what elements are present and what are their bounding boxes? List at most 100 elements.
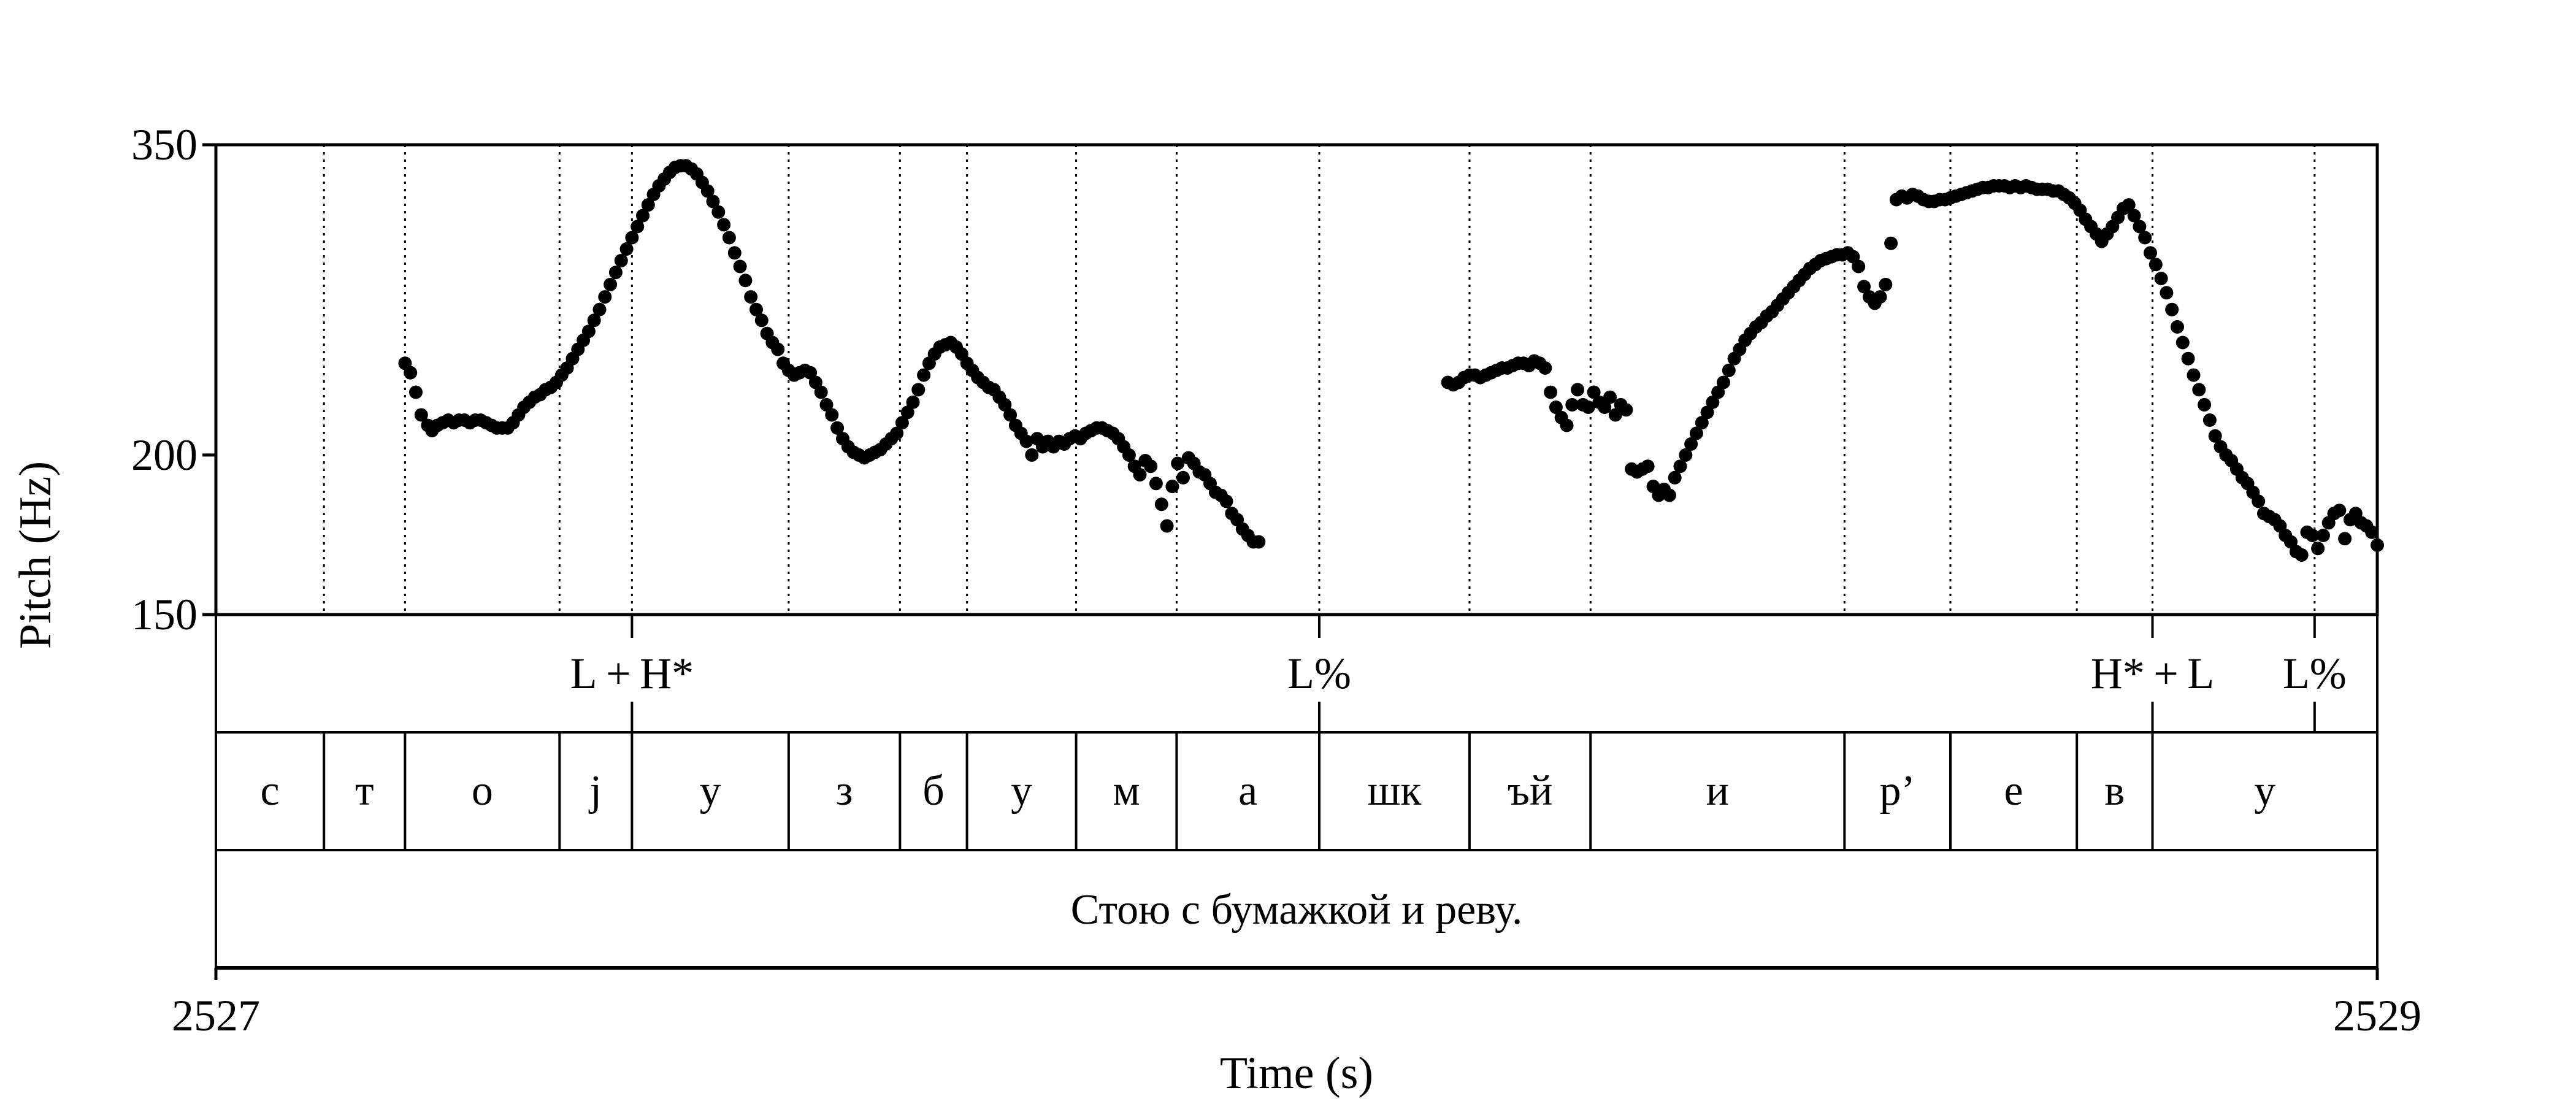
x-tick-label-end: 2529 (2333, 991, 2421, 1040)
pitch-point (1852, 259, 1866, 274)
tone-label: L + H* (570, 649, 694, 698)
y-tick-label: 200 (131, 431, 197, 480)
pitch-point (636, 209, 650, 223)
pitch-point (2127, 209, 2141, 223)
pitch-point (625, 231, 639, 245)
pitch-point (2160, 286, 2174, 300)
y-axis-title: Pitch (Hz) (10, 461, 61, 649)
segment-label: у (1011, 767, 1032, 815)
pitch-point (2208, 429, 2222, 443)
segment-labels: с т о j у з б у м а шк ъй и р’ е в у (261, 732, 2275, 850)
segment-label: у (2254, 767, 2275, 815)
pitch-point (1662, 488, 1676, 502)
pitch-point (890, 426, 904, 440)
segment-label: j (588, 767, 602, 815)
pitch-point (749, 302, 763, 316)
segment-label: б (922, 767, 945, 815)
pitch-point (409, 385, 423, 399)
pitch-point (1122, 448, 1136, 462)
pitch-point (592, 302, 607, 316)
pitch-point (1679, 448, 1693, 462)
tone-label: H* + L (2091, 649, 2214, 698)
pitch-point (614, 253, 628, 267)
pitch-point (608, 266, 623, 280)
segment-label: и (1706, 767, 1729, 815)
pitch-point (706, 194, 720, 209)
pitch-point (1608, 408, 1622, 422)
pitch-point (1171, 456, 1185, 470)
pitch-panel: 150 200 350 Pitch (Hz) (10, 120, 2384, 649)
pitch-point (2338, 532, 2352, 546)
pitch-point (604, 277, 618, 291)
pitch-point (2333, 504, 2347, 518)
pitch-point (1549, 401, 1563, 414)
y-axis-ticks: 150 200 350 (131, 120, 216, 639)
tone-marks: L + H* L% H* + L L% (570, 615, 2347, 732)
segment-label: о (472, 767, 493, 815)
segment-label: с (261, 767, 280, 815)
pitch-point (911, 383, 926, 397)
x-tick-label-start: 2527 (172, 991, 260, 1040)
pitch-point (1252, 535, 1266, 549)
pitch-point (717, 218, 731, 232)
pitch-point (2198, 397, 2212, 412)
pitch-point (587, 313, 601, 328)
pitch-point (819, 397, 834, 412)
pitch-point (754, 313, 769, 328)
pitch-point (1560, 418, 1574, 432)
pitch-point (631, 220, 645, 234)
segment-label: т (355, 767, 374, 815)
pitch-point (2294, 548, 2309, 562)
pitch-point (1149, 477, 1163, 491)
x-axis: 2527 2529 Time (s) (172, 966, 2421, 1098)
pitch-point (1571, 383, 1585, 397)
pitch-point (814, 385, 828, 399)
pitch-point (830, 421, 845, 435)
pitch-point (1144, 459, 1158, 473)
pitch-point (1711, 385, 1725, 399)
segment-label: в (2104, 767, 2125, 815)
tone-tier: L + H* L% H* + L L% (215, 613, 2379, 734)
segment-label: м (1113, 767, 1140, 815)
x-axis-title: Time (s) (1220, 1048, 1373, 1098)
tone-label: L% (1287, 649, 1351, 698)
pitch-point (1538, 361, 1552, 375)
segment-label: р’ (1880, 767, 1915, 815)
pitch-point (1581, 401, 1595, 414)
pitch-point (1019, 434, 1033, 448)
tone-label: L% (2283, 649, 2347, 698)
pitch-point (1544, 385, 1558, 399)
pitch-point (744, 290, 758, 304)
pitch-point (1717, 375, 1730, 389)
pitch-point (2202, 413, 2217, 427)
pitch-point (2171, 320, 2184, 334)
pitch-point (1165, 480, 1179, 494)
pitch-point (2252, 494, 2266, 508)
pitch-point (1154, 497, 1168, 512)
pitch-point (2154, 272, 2168, 285)
pitch-point (1689, 426, 1703, 440)
pitch-point (1619, 403, 1633, 417)
pitch-point (733, 259, 747, 274)
segment-label: з (836, 767, 853, 815)
pitch-point (917, 368, 931, 382)
pitch-point (581, 324, 596, 339)
pitch-point (700, 184, 715, 198)
pitch-point (825, 408, 839, 422)
pitch-point (1879, 277, 1893, 291)
pitch-point (2165, 302, 2179, 316)
pitch-point (1598, 401, 1612, 414)
pitch-point (1176, 470, 1190, 485)
pitch-point (711, 205, 726, 219)
pitch-point (998, 397, 1012, 412)
pitch-point (2181, 351, 2195, 366)
pitch-point (1695, 416, 1709, 430)
pitch-point (722, 231, 736, 245)
pitch-point (771, 342, 785, 356)
pitch-point (2144, 246, 2157, 260)
pitch-point (1133, 468, 1147, 482)
pitch-point (1857, 280, 1871, 294)
pitch-point (2365, 525, 2379, 539)
pitch-point (1603, 390, 1617, 404)
